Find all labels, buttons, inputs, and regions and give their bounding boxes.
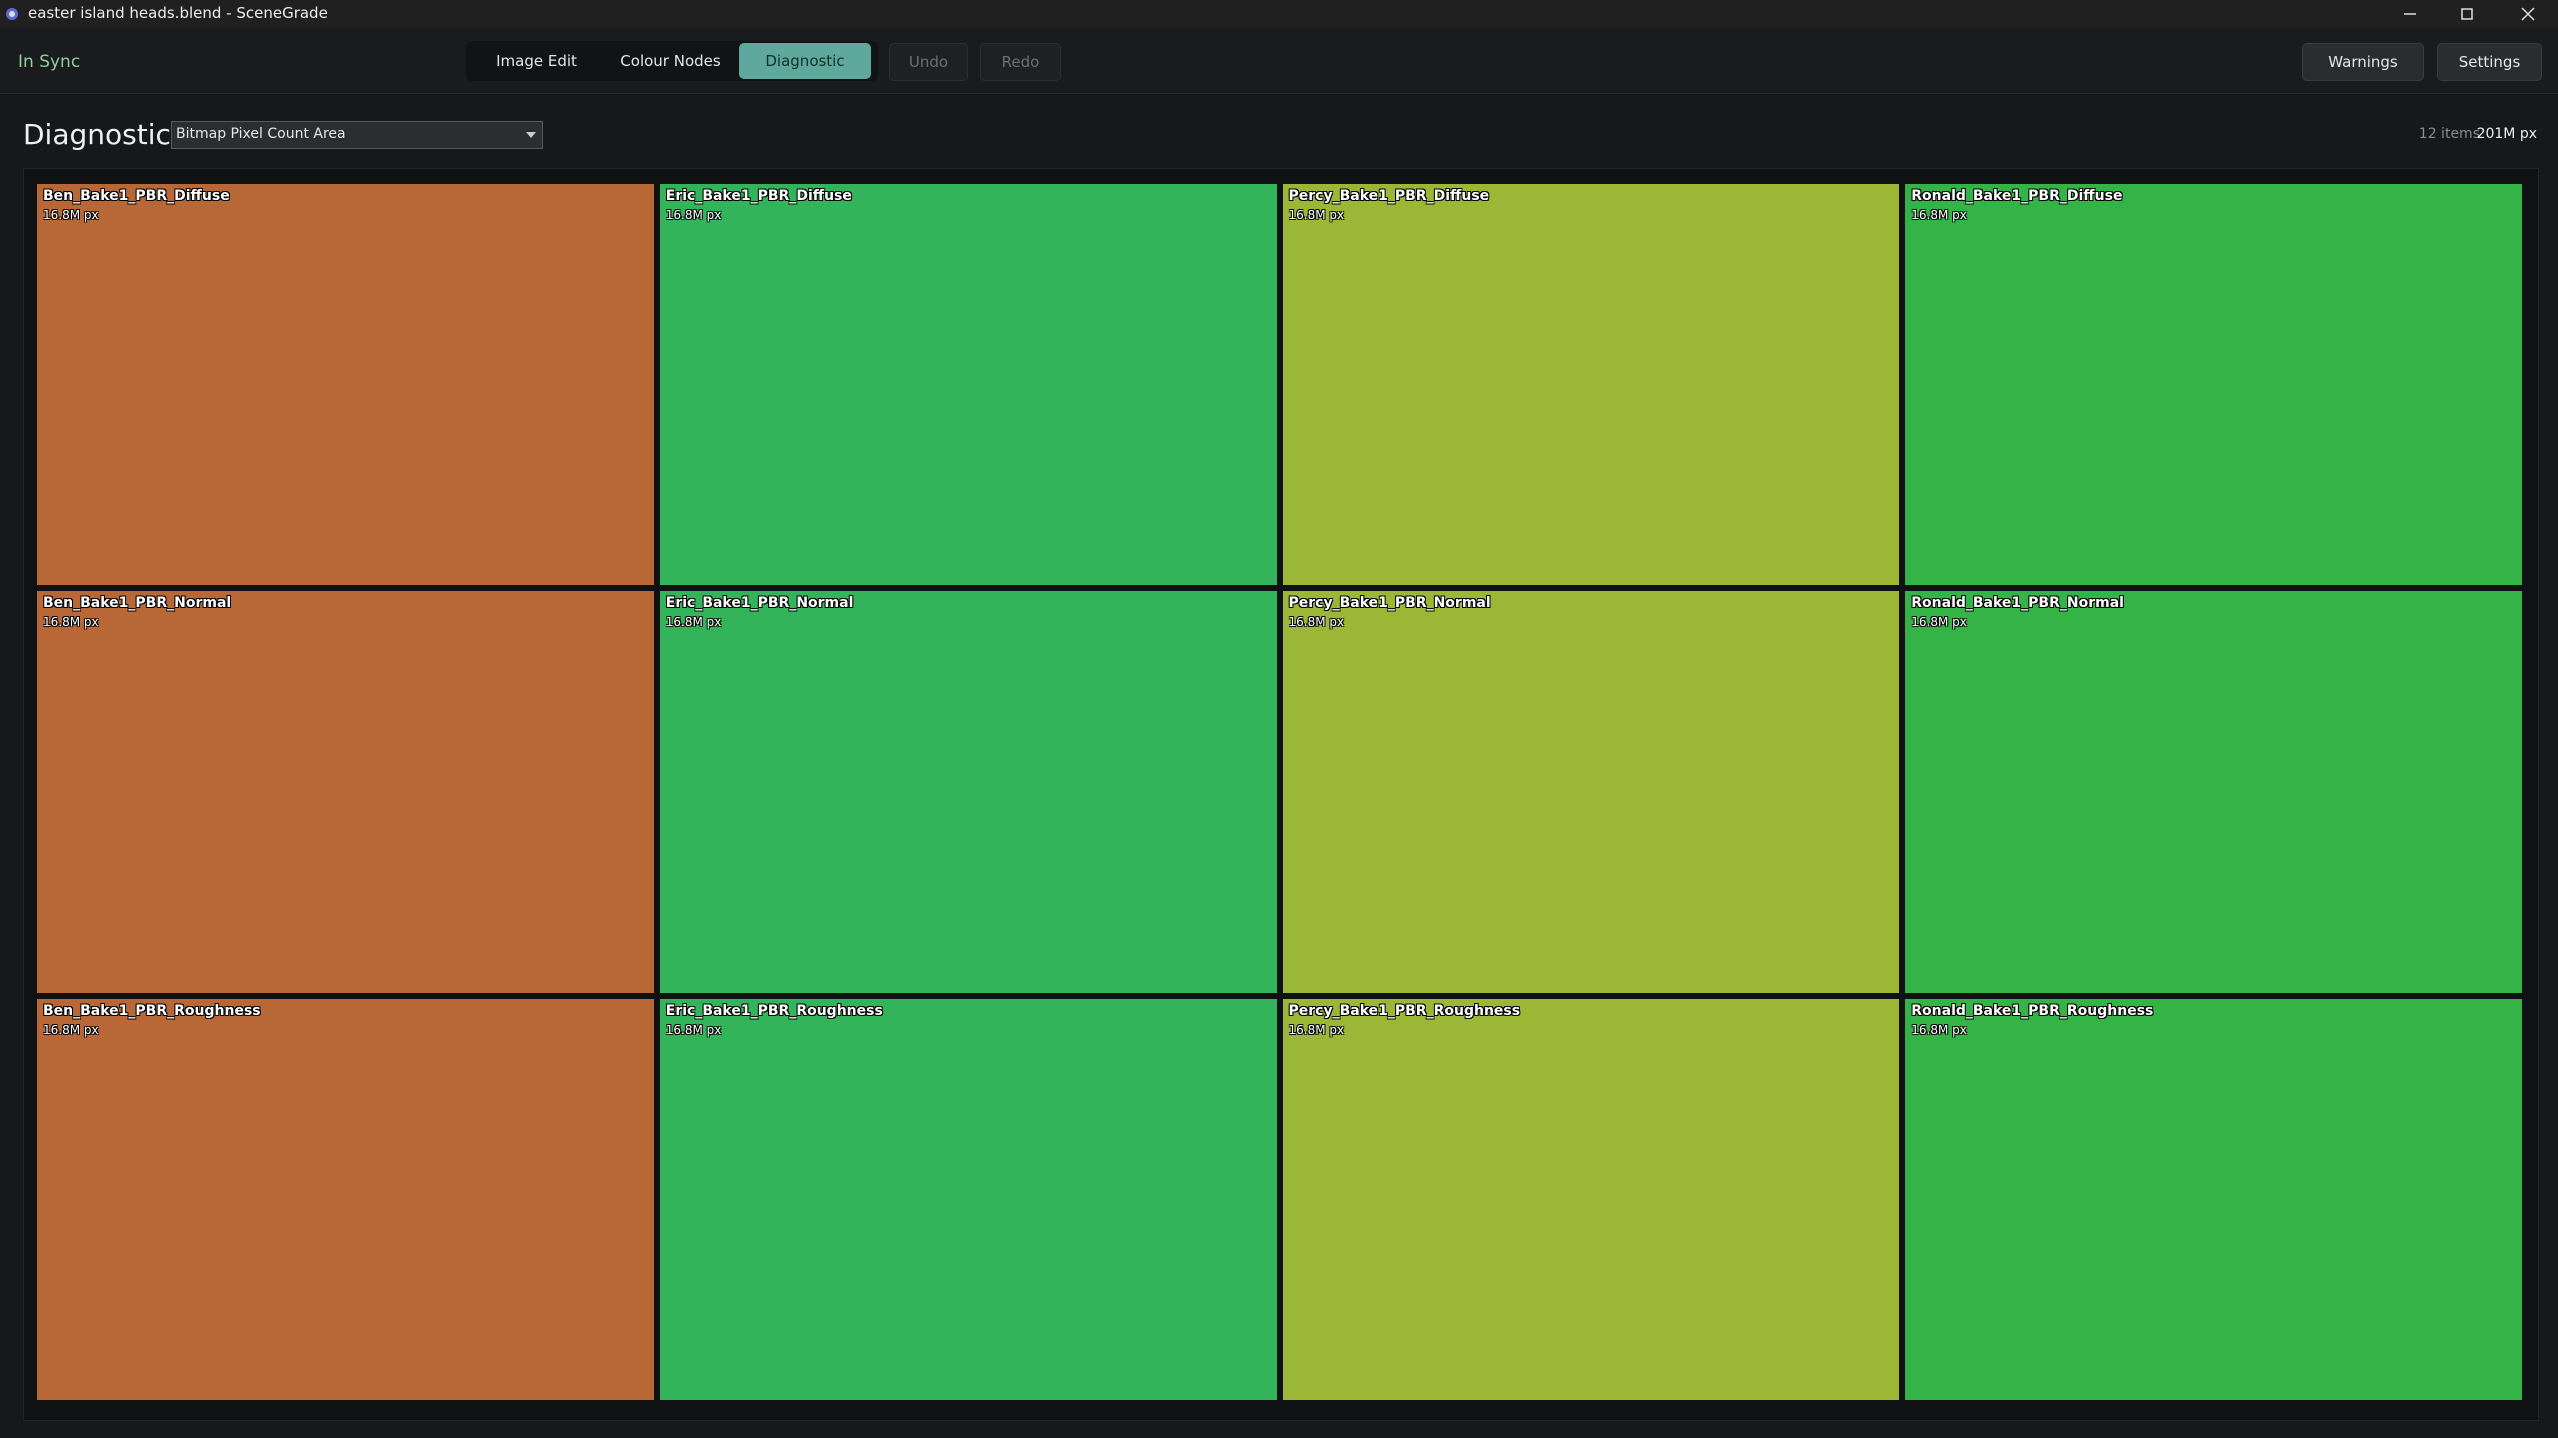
tile[interactable]: Eric_Bake1_PBR_Diffuse 16.8M px [659,184,1277,586]
tile[interactable]: Ronald_Bake1_PBR_Normal 16.8M px [1905,591,2522,993]
tile-label: Eric_Bake1_PBR_Diffuse [665,188,852,204]
tile-size: 16.8M px [1288,615,1345,630]
tile[interactable]: Eric_Bake1_PBR_Roughness 16.8M px [659,998,1277,1400]
total-pixels: 201M px [2476,126,2537,142]
tile-label: Ronald_Bake1_PBR_Normal [1911,595,2124,612]
tile-label: Ben_Bake1_PBR_Roughness [43,1002,261,1019]
item-count: 12 items [2418,126,2480,142]
tile-size: 16.8M px [43,208,99,222]
tile-size: 16.8M px [1288,208,1345,222]
tile[interactable]: Percy_Bake1_PBR_Roughness 16.8M px [1282,998,1900,1400]
toolbar-button[interactable]: Settings [2437,43,2542,81]
treemap: Ben_Bake1_PBR_Diffuse 16.8M px Eric_Bake1_… [37,184,2522,1400]
tile-label: Percy_Bake1_PBR_Diffuse [1288,188,1490,204]
tile-size: 16.8M px [665,1022,722,1037]
tile-size: 16.8M px [665,615,722,630]
tile-label: Ben_Bake1_PBR_Diffuse [43,188,230,204]
tile-label: Ronald_Bake1_PBR_Diffuse [1911,188,2123,204]
tile-size: 16.8M px [43,1022,99,1037]
tab[interactable]: Colour Nodes [620,52,721,70]
tile-label: Percy_Bake1_PBR_Roughness [1288,1002,1521,1019]
app-icon [6,8,18,20]
title-bar: easter island heads.blend - SceneGrade [0,0,2558,28]
tile[interactable]: Eric_Bake1_PBR_Normal 16.8M px [659,591,1277,993]
tab[interactable]: Image Edit [496,52,577,70]
dropdown[interactable]: Bitmap Pixel Count Area [171,121,543,149]
tile-size: 16.8M px [1911,615,1967,630]
tile[interactable]: Ben_Bake1_PBR_Roughness 16.8M px [37,998,654,1400]
dropdown-value: Bitmap Pixel Count Area [176,126,346,142]
history-button[interactable]: Undo [889,43,968,81]
tile-size: 16.8M px [665,208,722,222]
tile-size: 16.8M px [1911,1022,1967,1037]
toolbar-button[interactable]: Warnings [2302,43,2424,81]
tile[interactable]: Ben_Bake1_PBR_Diffuse 16.8M px [37,184,654,586]
tile[interactable]: Ronald_Bake1_PBR_Roughness 16.8M px [1905,998,2522,1400]
tile-label: Ben_Bake1_PBR_Normal [43,595,232,612]
history-button[interactable]: Redo [980,43,1061,81]
tile-label: Eric_Bake1_PBR_Normal [665,595,854,612]
tile-size: 16.8M px [1911,208,1967,222]
tile-size: 16.8M px [1288,1022,1345,1037]
toolbar: In Sync [0,28,2558,94]
tile[interactable]: Ronald_Bake1_PBR_Diffuse 16.8M px [1905,184,2522,586]
sync-status: In Sync [18,52,81,72]
window-controls[interactable] [2390,0,2558,28]
tile[interactable]: Ben_Bake1_PBR_Normal 16.8M px [37,591,654,993]
tile[interactable]: Percy_Bake1_PBR_Normal 16.8M px [1282,591,1900,993]
tab[interactable]: Diagnostic [739,43,871,79]
tile[interactable]: Percy_Bake1_PBR_Diffuse 16.8M px [1282,184,1900,586]
tile-label: Percy_Bake1_PBR_Normal [1288,595,1491,612]
tile-label: Ronald_Bake1_PBR_Roughness [1911,1002,2154,1019]
dropdown-arrow [526,132,536,138]
window-title: easter island heads.blend - SceneGrade [28,4,328,22]
tile-size: 16.8M px [43,615,99,630]
panel-title: Diagnostic [23,118,171,151]
tile-label: Eric_Bake1_PBR_Roughness [665,1002,883,1019]
